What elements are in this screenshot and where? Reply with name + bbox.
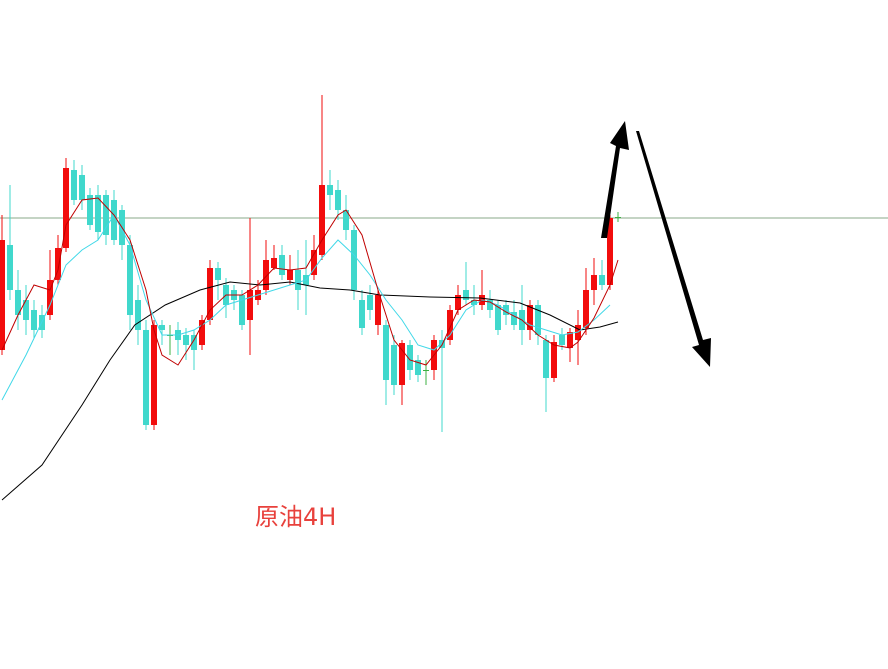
candle-body xyxy=(151,325,157,425)
candle-body xyxy=(311,250,317,275)
candle-body xyxy=(343,210,349,230)
candle-body xyxy=(559,335,565,345)
up-arrow xyxy=(601,121,629,238)
candle-body xyxy=(399,343,405,385)
candle-body xyxy=(423,370,429,371)
candle-body xyxy=(319,185,325,255)
candle-body xyxy=(351,230,357,290)
moving-average-line xyxy=(1,197,619,366)
candle-body xyxy=(0,240,5,350)
candle-body xyxy=(599,275,605,285)
candle-body xyxy=(247,290,253,320)
candle-body xyxy=(279,255,285,275)
candle-body xyxy=(407,345,413,370)
candle-body xyxy=(7,245,13,290)
plot xyxy=(0,95,888,501)
candle-body xyxy=(239,295,245,325)
chart-title: 原油4H xyxy=(255,503,336,531)
candle-body xyxy=(263,260,269,290)
candle-body xyxy=(207,268,213,320)
candle-body xyxy=(159,325,165,330)
candle-body xyxy=(103,195,109,235)
candle-body xyxy=(543,340,549,378)
candle-body xyxy=(535,305,541,335)
candle-body xyxy=(391,345,397,385)
candle-body xyxy=(295,270,301,290)
candle-body xyxy=(47,280,53,315)
candle-body xyxy=(111,200,117,240)
candle-body xyxy=(31,310,37,330)
candle-body xyxy=(487,300,493,310)
candle-body xyxy=(591,275,597,290)
candle-body xyxy=(183,335,189,345)
candle-body xyxy=(583,290,589,328)
candle-body xyxy=(335,190,341,210)
candle-body xyxy=(71,170,77,200)
candle-body xyxy=(383,325,389,380)
moving-average-line xyxy=(1,281,619,501)
candle-body xyxy=(367,295,373,310)
candle-body xyxy=(607,218,613,285)
candle-body xyxy=(87,195,93,225)
candle-body xyxy=(375,295,381,325)
candle-body xyxy=(495,305,501,330)
candle-body xyxy=(511,312,517,325)
candle-body xyxy=(527,305,533,330)
candle-body xyxy=(55,248,61,280)
candle-body xyxy=(615,217,621,218)
candle-body xyxy=(327,185,333,195)
candle-body xyxy=(95,195,101,232)
down-arrow xyxy=(636,131,711,367)
candle-body xyxy=(455,295,461,310)
candle-body xyxy=(271,258,277,268)
candle-body xyxy=(63,168,69,248)
candle-body xyxy=(135,300,141,330)
candle-body xyxy=(567,332,573,348)
candle-body xyxy=(23,300,29,320)
candle-body xyxy=(551,342,557,378)
candle-body xyxy=(287,270,293,280)
candle-body xyxy=(199,320,205,345)
candle-body xyxy=(15,290,21,315)
candle-body xyxy=(215,268,221,280)
candle-body xyxy=(143,330,149,425)
candle-body xyxy=(127,245,133,315)
candle-body xyxy=(359,300,365,328)
candle-body xyxy=(447,310,453,340)
candle-body xyxy=(463,290,469,300)
candle-body xyxy=(415,360,421,375)
candle-body xyxy=(191,335,197,350)
candle-body xyxy=(471,300,477,305)
candle-body xyxy=(79,175,85,200)
